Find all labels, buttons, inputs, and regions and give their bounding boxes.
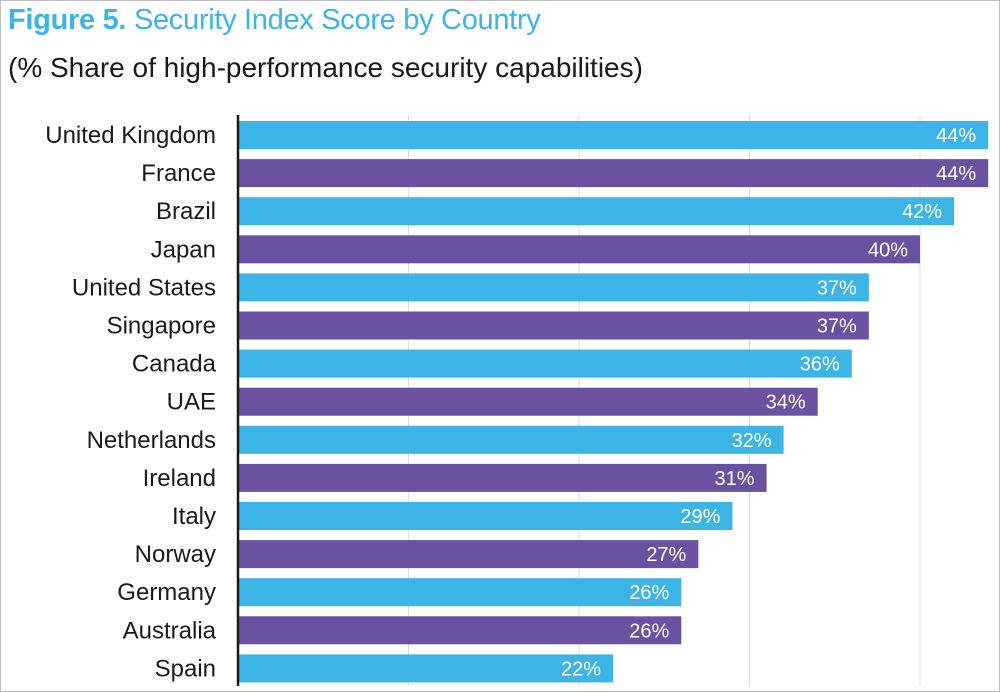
data-label: 26% (629, 582, 669, 604)
category-label: Italy (172, 503, 216, 530)
data-label: 29% (680, 506, 720, 528)
chart-subtitle: (% Share of high-performance security ca… (8, 52, 643, 83)
category-label: Singapore (107, 313, 216, 340)
category-label: Japan (151, 236, 216, 263)
bar (238, 578, 682, 607)
data-label: 26% (629, 620, 669, 642)
data-label: 31% (715, 468, 755, 490)
data-label: 32% (732, 430, 772, 452)
bar (238, 197, 955, 226)
bar (238, 463, 767, 492)
category-label: Australia (123, 617, 217, 644)
category-label: Netherlands (87, 427, 216, 454)
bar (238, 425, 784, 454)
bar (238, 159, 989, 188)
bar (238, 235, 920, 264)
bar (238, 654, 614, 683)
category-label: France (141, 160, 216, 187)
title-text: Security Index Score by Country (133, 4, 541, 36)
bar (238, 349, 852, 378)
data-label: 27% (646, 544, 686, 566)
category-label: United States (72, 274, 216, 301)
bar (238, 616, 682, 645)
data-label: 22% (561, 658, 601, 680)
category-label: United Kingdom (45, 122, 216, 149)
bar (238, 273, 869, 302)
bar (238, 540, 699, 569)
data-label: 42% (902, 201, 942, 223)
data-label: 36% (800, 354, 840, 376)
data-label: 44% (936, 125, 976, 147)
category-label: Ireland (143, 465, 216, 492)
data-label: 40% (868, 239, 908, 261)
category-label: Brazil (156, 198, 216, 225)
category-label: Germany (117, 579, 216, 606)
figure-number: Figure 5. (8, 4, 127, 36)
data-label: 37% (817, 277, 857, 299)
data-label: 34% (766, 392, 806, 414)
category-label: Spain (155, 655, 216, 682)
bar (238, 502, 733, 530)
data-label: 37% (817, 316, 857, 338)
chart-title: Figure 5. Security Index Score by Countr… (8, 4, 541, 37)
bar (238, 311, 869, 340)
category-label: Canada (132, 351, 217, 378)
bar (238, 121, 989, 149)
category-label: UAE (167, 389, 216, 416)
category-label: Norway (135, 541, 216, 568)
data-label: 44% (936, 163, 976, 185)
bar (238, 387, 818, 416)
